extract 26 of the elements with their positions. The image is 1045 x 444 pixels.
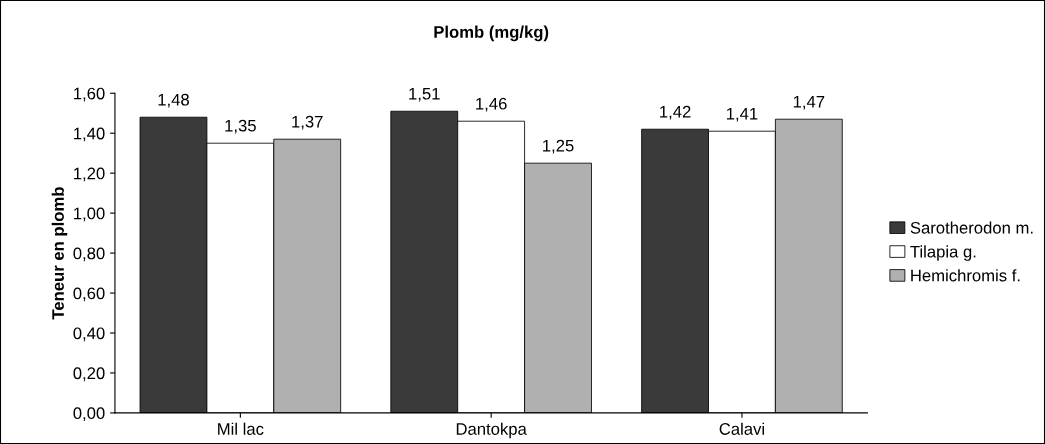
data-label: 1,51 — [409, 87, 440, 102]
data-label: 1,48 — [158, 93, 189, 108]
y-tick-label: 1,60 — [74, 87, 105, 102]
data-label: 1,47 — [793, 95, 825, 110]
x-tick-label: Calavi — [719, 422, 764, 435]
data-label: 1,37 — [292, 115, 323, 130]
data-label: 1,35 — [225, 119, 256, 134]
data-label: 1,46 — [476, 97, 507, 112]
data-label: 1,41 — [727, 107, 758, 122]
y-tick-label: 0,80 — [73, 247, 105, 262]
legend-label: Hemichromis f. — [911, 269, 1020, 282]
legend-label: Tilapia g. — [910, 245, 976, 261]
x-tick-label: Dantokpa — [456, 422, 527, 439]
y-tick-label: 0,60 — [73, 287, 105, 302]
y-tick-label: 0,20 — [73, 367, 105, 382]
legend-label: Sarotherodon m. — [910, 221, 1033, 234]
chart-title: Plomb (mg/kg) — [434, 25, 549, 42]
data-label: 1,42 — [660, 105, 691, 120]
y-tick-label: 1,40 — [74, 127, 105, 142]
x-tick-label: Mil lac — [218, 422, 264, 435]
y-axis-title: Teneur en plomb — [51, 187, 68, 320]
y-tick-label: 0,00 — [73, 407, 105, 422]
y-tick-label: 1,00 — [74, 207, 105, 222]
y-tick-label: 0,40 — [73, 327, 105, 342]
y-tick-label: 1,20 — [74, 167, 105, 182]
data-label: 1,25 — [543, 139, 574, 154]
